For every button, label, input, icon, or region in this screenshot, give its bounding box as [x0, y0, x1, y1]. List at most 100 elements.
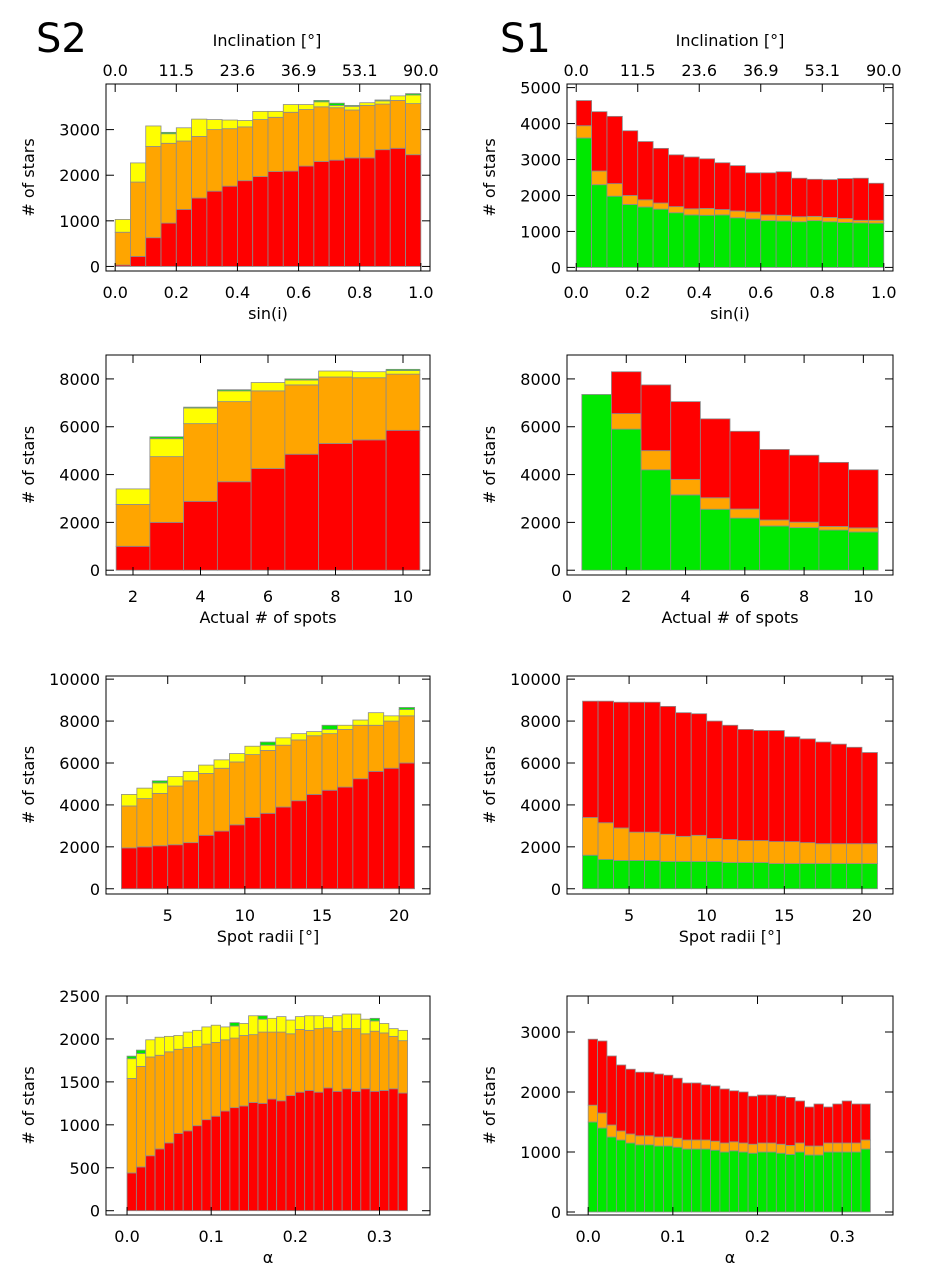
bar-segment-orange — [738, 1142, 749, 1153]
bar-segment-yellow — [210, 1024, 221, 1043]
y-tick-label: 10000 — [49, 670, 100, 689]
bar-segment-green — [659, 861, 677, 890]
bar-segment-yellow — [206, 119, 223, 131]
bar-segment-yellow — [250, 382, 286, 392]
bar-segment-green — [806, 220, 823, 268]
y-tick-label: 0 — [551, 561, 561, 580]
y-tick-label: 2000 — [520, 1083, 561, 1102]
top-tick-label: 36.9 — [281, 61, 317, 80]
x-axis-label: Spot radii [°] — [679, 927, 781, 946]
x-tick-label: 0.3 — [367, 1227, 392, 1246]
bar-segment-red — [575, 100, 593, 127]
bar-segment-orange — [238, 1035, 249, 1107]
bar-segment-yellow — [135, 1053, 147, 1067]
bar-segment-yellow — [248, 1015, 259, 1036]
y-tick-label: 0 — [90, 880, 100, 899]
bar-segment-red — [681, 1082, 693, 1141]
bar-segment-red — [182, 1130, 193, 1212]
bar-segment-green — [637, 206, 654, 268]
bar-segment-red — [352, 778, 369, 890]
bar-segment-orange — [737, 840, 754, 863]
bar-segment-red — [832, 1103, 843, 1144]
bar-segment-green — [135, 1049, 147, 1054]
y-tick-label: 1000 — [520, 1143, 561, 1162]
bar-segment-red — [710, 1085, 721, 1142]
bar-segment-green — [183, 406, 218, 409]
bar-segment-orange — [405, 103, 422, 156]
bar-segment-orange — [321, 733, 338, 791]
bar-segment-green — [151, 780, 169, 784]
bar-segment-red — [130, 255, 147, 267]
bar-segment-orange — [136, 798, 153, 848]
bar-segment-green — [652, 208, 669, 268]
bar-segment-red — [728, 1090, 740, 1143]
x-tick-label: 15 — [312, 906, 332, 925]
bar-segment-red — [389, 147, 406, 267]
bar-segment-orange — [683, 208, 700, 216]
bar-segment-red — [613, 701, 630, 829]
y-tick-label: 2000 — [520, 513, 561, 532]
bar-segment-green — [719, 1151, 730, 1213]
bar-segment-yellow — [182, 1031, 193, 1048]
y-axis-label: # of stars — [19, 426, 38, 504]
bar-segment-orange — [126, 1078, 137, 1174]
bar-segment-orange — [276, 1031, 287, 1102]
bar-segment-orange — [785, 1145, 796, 1155]
bar-segment-green — [621, 204, 639, 268]
bar-segment-orange — [606, 183, 623, 197]
bar-segment-red — [700, 1084, 711, 1141]
bar-segment-green — [644, 1144, 655, 1213]
bar-segment-orange — [663, 1136, 674, 1147]
y-axis-label: # of stars — [480, 138, 499, 216]
bar-segment-green — [328, 102, 345, 106]
chart-s1-row-2: 0 2 4 6 8 10 0 2000 4000 6000 8000 Actual # of spot… — [480, 354, 894, 627]
bar-segment-orange — [167, 785, 184, 846]
x-axis-label: Actual # of spots — [661, 608, 798, 627]
bar-segment-yellow — [379, 1023, 390, 1034]
bar-segment-red — [321, 789, 338, 890]
bar-segment-green — [799, 863, 816, 890]
top-tick-label: 90.0 — [866, 61, 902, 80]
x-tick-label: 0.0 — [114, 1227, 139, 1246]
bar-segment-orange — [814, 843, 832, 865]
bar-segment-red — [683, 156, 700, 210]
bar-segment-orange — [760, 214, 777, 222]
bar-segment-red — [220, 1110, 231, 1212]
bar-segment-green — [606, 195, 623, 268]
bar-segment-orange — [175, 140, 192, 210]
bar-segment-orange — [698, 208, 716, 216]
bar-segment-yellow — [304, 1015, 315, 1031]
bar-segment-orange — [804, 1145, 815, 1156]
bar-segment-yellow — [369, 1020, 380, 1032]
bar-segment-red — [151, 845, 169, 890]
bar-segment-orange — [691, 1139, 702, 1150]
bar-segment-red — [747, 1095, 758, 1145]
bar-segment-red — [719, 1088, 730, 1144]
bar-segment-green — [670, 494, 701, 571]
y-tick-label: 500 — [69, 1159, 100, 1178]
x-tick-label: 1.0 — [408, 283, 433, 302]
bar-segment-yellow — [351, 371, 387, 379]
bar-segment-red — [121, 847, 138, 890]
bar-segment-green — [672, 1146, 683, 1213]
bar-segment-green — [582, 854, 599, 890]
bar-segment-green — [757, 1151, 768, 1213]
bar-segment-red — [252, 176, 269, 267]
x-tick-label: 0.4 — [687, 283, 712, 302]
bar-segment-orange — [213, 767, 230, 832]
bar-segment-orange — [752, 840, 770, 863]
bar-segment-orange — [374, 103, 391, 151]
bar-segment-yellow — [259, 744, 277, 751]
bar-segment-yellow — [229, 1025, 240, 1039]
bar-segment-green — [852, 222, 869, 268]
x-tick-label: 20 — [389, 906, 409, 925]
bar-segment-orange — [151, 792, 169, 847]
bar-segment-green — [830, 863, 847, 890]
bar-segment-red — [216, 481, 252, 571]
bar-segment-orange — [344, 109, 361, 159]
bar-segment-yellow — [252, 110, 269, 120]
bar-segment-green — [729, 517, 761, 571]
x-tick-label: 10 — [393, 587, 413, 606]
bar-segment-orange — [337, 729, 354, 788]
bar-segment-yellow — [285, 1019, 296, 1035]
